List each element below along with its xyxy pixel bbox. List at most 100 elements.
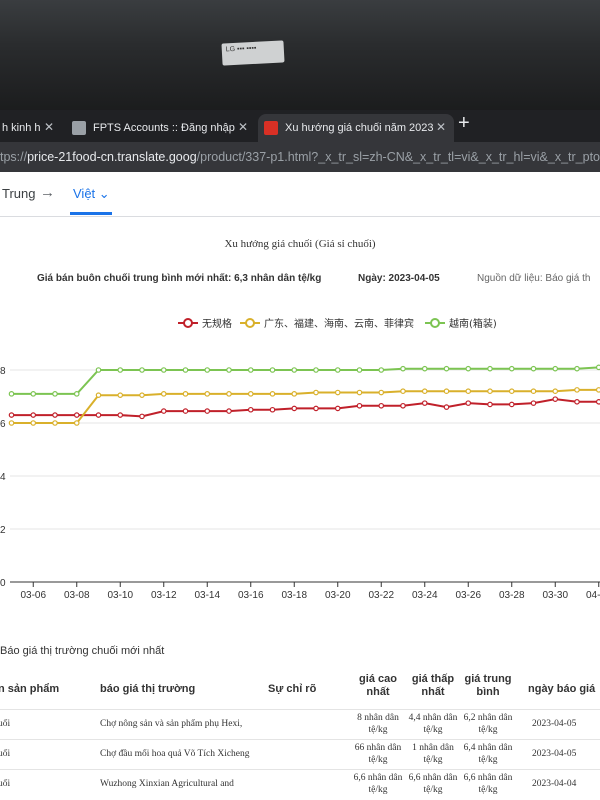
data-point xyxy=(487,401,493,408)
series-line xyxy=(11,366,600,395)
table-cell: uối xyxy=(0,749,11,759)
data-point xyxy=(356,367,363,373)
data-point xyxy=(465,365,472,372)
table-row: uối Chợ nông sản và sản phẩm phụ Hexi, 8 n… xyxy=(0,709,600,740)
tab-label: FPTS Accounts :: Đăng nhập xyxy=(93,122,235,134)
table-cell: 4,4 nhân dân tệ/kg xyxy=(408,713,458,735)
table-cell: 6,2 nhân dân tệ/kg xyxy=(463,713,513,735)
data-point xyxy=(204,391,211,397)
table-cell: 6,6 nhân dân tệ/kg xyxy=(463,773,513,795)
site-logo-icon xyxy=(264,121,278,135)
data-point xyxy=(400,388,406,395)
data-point xyxy=(226,391,232,397)
document-icon xyxy=(72,121,86,135)
x-tick-label: 03-22 xyxy=(368,590,394,601)
data-point xyxy=(552,365,559,372)
legend-marker xyxy=(183,318,193,328)
data-point xyxy=(313,405,319,412)
target-language-label: Việt xyxy=(73,186,96,201)
data-point xyxy=(443,388,450,395)
table-cell: 8 nhân dân tệ/kg xyxy=(357,713,399,735)
tab-kinh[interactable]: h kinh h ✕ xyxy=(0,114,62,142)
series-line xyxy=(11,398,600,418)
close-icon[interactable]: ✕ xyxy=(237,120,248,134)
data-point xyxy=(595,387,600,393)
x-tick-label: 03-14 xyxy=(194,590,220,601)
data-point xyxy=(574,399,580,405)
data-point xyxy=(356,402,363,409)
data-point xyxy=(465,388,472,395)
data-point xyxy=(73,412,80,418)
legend-label: 广东、福建、海南、云南、菲律宾 xyxy=(264,317,414,330)
data-point xyxy=(30,412,37,418)
close-icon[interactable]: ✕ xyxy=(435,120,446,134)
browser-window: h kinh h ✕ FPTS Accounts :: Đăng nhập ✕ … xyxy=(0,110,600,800)
legend-label: 无规格 xyxy=(202,317,232,330)
table-cell: Wuzhong Xinxian Agricultural and xyxy=(100,779,234,789)
col-header-avg: giá trung bình xyxy=(464,673,512,698)
col-header-high: giá cao nhất xyxy=(359,673,397,698)
data-point xyxy=(160,408,167,414)
close-icon[interactable]: ✕ xyxy=(43,120,54,134)
data-point xyxy=(8,420,15,426)
y-tick-label: 6 xyxy=(0,419,6,430)
translate-bar: Trung → Việt ⌄ xyxy=(0,172,600,217)
x-tick-label: 04-01 xyxy=(586,590,600,601)
tab-label: h kinh h xyxy=(2,122,41,134)
data-point xyxy=(421,365,428,372)
x-tick-label: 03-06 xyxy=(20,590,46,601)
new-tab-icon[interactable]: + xyxy=(458,112,470,134)
tab-bar: h kinh h ✕ FPTS Accounts :: Đăng nhập ✕ … xyxy=(0,110,600,142)
target-language-tab[interactable]: Việt ⌄ xyxy=(73,186,110,202)
col-header-spec: Sự chỉ rõ xyxy=(268,683,317,695)
table-cell: 2023-04-04 xyxy=(532,779,577,789)
data-point xyxy=(269,367,276,373)
data-point xyxy=(204,367,211,373)
data-point xyxy=(378,402,385,409)
data-point xyxy=(247,391,254,397)
data-point xyxy=(52,420,58,426)
data-point xyxy=(52,391,58,397)
data-point xyxy=(73,391,80,397)
data-point xyxy=(182,408,189,414)
data-point xyxy=(421,388,428,395)
data-point xyxy=(226,408,232,414)
chevron-down-icon: ⌄ xyxy=(98,186,110,201)
data-point xyxy=(291,405,298,412)
source-language-tab[interactable]: Trung xyxy=(2,186,36,201)
data-point xyxy=(160,367,167,373)
data-point xyxy=(247,406,254,413)
data-point xyxy=(595,399,600,405)
x-tick-label: 03-10 xyxy=(107,590,133,601)
tab-banana-price[interactable]: Xu hướng giá chuối năm 2023 ( ✕ xyxy=(258,114,454,142)
data-point xyxy=(487,365,493,372)
x-tick-label: 03-28 xyxy=(499,590,525,601)
table-cell: 6,4 nhân dân tệ/kg xyxy=(463,743,513,765)
table-cell: 2023-04-05 xyxy=(532,749,577,759)
data-point xyxy=(95,367,102,373)
col-header-low: giá thấp nhất xyxy=(411,673,455,698)
tab-label: Xu hướng giá chuối năm 2023 ( xyxy=(285,122,441,134)
tab-fpts[interactable]: FPTS Accounts :: Đăng nhập ✕ xyxy=(66,114,256,142)
data-point xyxy=(269,406,276,413)
data-point xyxy=(443,404,450,410)
table-cell: Chợ nông sản và sản phẩm phụ Hexi, xyxy=(100,719,243,729)
address-bar[interactable]: tps://price-21food-cn.translate.goog/pro… xyxy=(0,142,600,172)
average-price: Giá bán buôn chuối trung bình mới nhất: … xyxy=(37,273,322,284)
table-title: Báo giá thị trường chuối mới nhất xyxy=(0,645,165,657)
col-header-product: n sản phẩm xyxy=(0,683,60,695)
monitor-sticker: LG ▪▪▪ ▪▪▪▪ xyxy=(221,40,285,66)
data-point xyxy=(247,367,254,373)
data-point xyxy=(530,388,537,395)
price-line-chart: 0 2 4 6 8 03-06 03-08 03-10 03-12 03-14 03-16 03-18… xyxy=(0,317,600,601)
data-point xyxy=(508,388,515,395)
data-point xyxy=(487,388,493,395)
x-tick-label: 03-26 xyxy=(455,590,481,601)
report-date: Ngày: 2023-04-05 xyxy=(358,273,440,284)
url-path: /product/337-p1.html?_x_tr_sl=zh-CN&_x_t… xyxy=(196,150,600,164)
data-point xyxy=(139,392,145,398)
data-point xyxy=(52,412,58,418)
y-tick-label: 0 xyxy=(0,578,6,589)
data-point xyxy=(530,365,537,372)
monitor-bezel: LG ▪▪▪ ▪▪▪▪ xyxy=(0,0,600,112)
